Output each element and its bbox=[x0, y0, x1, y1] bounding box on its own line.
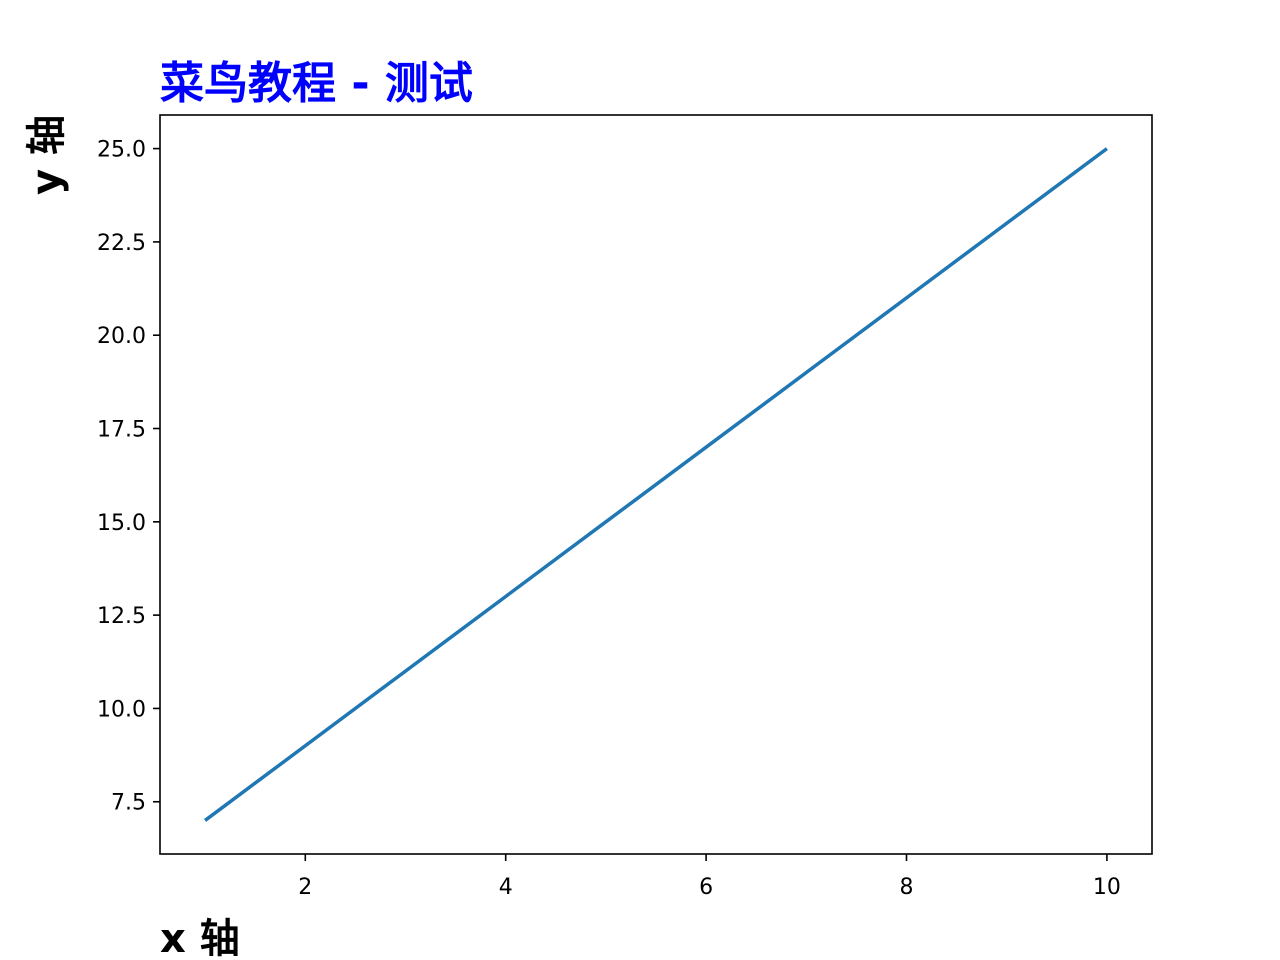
y-tick-label: 15.0 bbox=[97, 511, 146, 536]
x-axis-label: x 轴 bbox=[160, 916, 240, 960]
x-tick-label: 2 bbox=[298, 875, 312, 900]
chart-title: 菜鸟教程 - 测试 bbox=[160, 58, 473, 109]
x-tick-label: 4 bbox=[499, 875, 513, 900]
y-tick-label: 17.5 bbox=[97, 418, 146, 443]
series-line bbox=[204, 147, 1108, 822]
y-tick-label: 25.0 bbox=[97, 138, 146, 163]
y-tick-label: 22.5 bbox=[97, 231, 146, 256]
x-tick-label: 6 bbox=[699, 875, 713, 900]
y-tick-label: 20.0 bbox=[97, 324, 146, 349]
y-tick-label: 7.5 bbox=[111, 791, 146, 816]
y-tick-label: 12.5 bbox=[97, 604, 146, 629]
x-tick-label: 8 bbox=[900, 875, 914, 900]
y-tick-label: 10.0 bbox=[97, 697, 146, 722]
x-tick-label: 10 bbox=[1093, 875, 1121, 900]
y-axis-label: y 轴 bbox=[24, 115, 70, 195]
plot-frame bbox=[159, 114, 1153, 855]
